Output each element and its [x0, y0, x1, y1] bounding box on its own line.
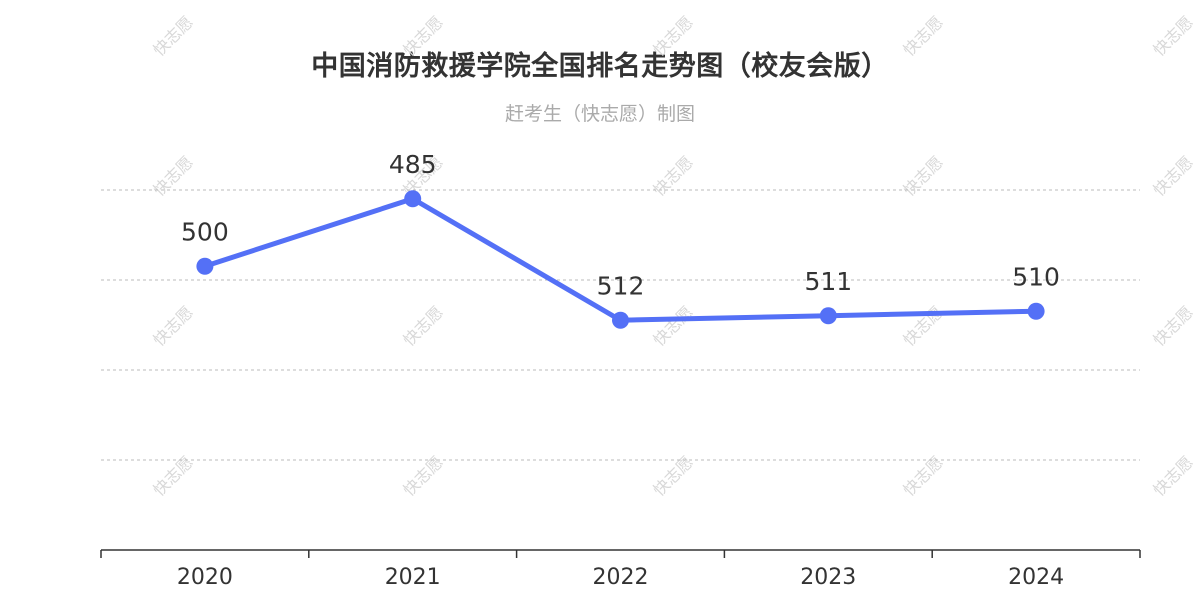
x-tick-label: 2024 [1008, 565, 1064, 590]
watermark-text: 快志愿 [1149, 452, 1196, 499]
data-point[interactable] [196, 257, 214, 275]
watermark-text: 快志愿 [149, 302, 196, 349]
watermark-text: 快志愿 [149, 152, 196, 199]
chart-title: 中国消防救援学院全国排名走势图（校友会版） [311, 51, 889, 82]
x-tick-label: 2022 [593, 565, 649, 590]
data-point[interactable] [819, 307, 837, 325]
chart-subtitle: 赶考生（快志愿）制图 [504, 103, 695, 125]
watermark-layer: 快志愿 快志愿 快志愿 快志愿 快志愿快志愿 快志愿 快志愿 快志愿 快志愿快志愿 快志愿 快志愿快… [149, 12, 1196, 499]
data-label: 511 [804, 267, 852, 296]
data-point[interactable] [1027, 302, 1045, 320]
watermark-text: 快志愿 [1149, 12, 1196, 59]
watermark-text: 快志愿 [399, 12, 446, 59]
x-tick-label: 2023 [800, 565, 856, 590]
series-layer [196, 190, 1045, 329]
data-label: 510 [1012, 262, 1060, 291]
data-label: 485 [389, 150, 437, 179]
grid-lines [101, 189, 1140, 461]
series-line [202, 196, 1039, 323]
watermark-text: 快志愿 [899, 152, 946, 199]
data-label: 500 [181, 217, 229, 246]
watermark-text: 快志愿 [899, 12, 946, 59]
watermark-text: 快志愿 [149, 12, 196, 59]
x-axis: 2020 2021 2022 2023 2024 [100, 549, 1141, 590]
data-point[interactable] [404, 190, 422, 208]
data-label: 512 [597, 271, 645, 300]
watermark-text: 快志愿 [1149, 302, 1196, 349]
watermark-text: 快志愿 [899, 302, 946, 349]
watermark-text: 快志愿 [649, 152, 696, 199]
watermark-text: 快志愿 [1149, 152, 1196, 199]
watermark-text: 快志愿 [399, 302, 446, 349]
x-tick-label: 2021 [385, 565, 441, 590]
data-point[interactable] [612, 311, 629, 329]
x-tick-label: 2020 [177, 565, 233, 590]
data-labels: 500 485 512 511 510 [181, 150, 1060, 301]
watermark-text: 快志愿 [649, 302, 696, 349]
watermark-text: 快志愿 [649, 12, 696, 59]
